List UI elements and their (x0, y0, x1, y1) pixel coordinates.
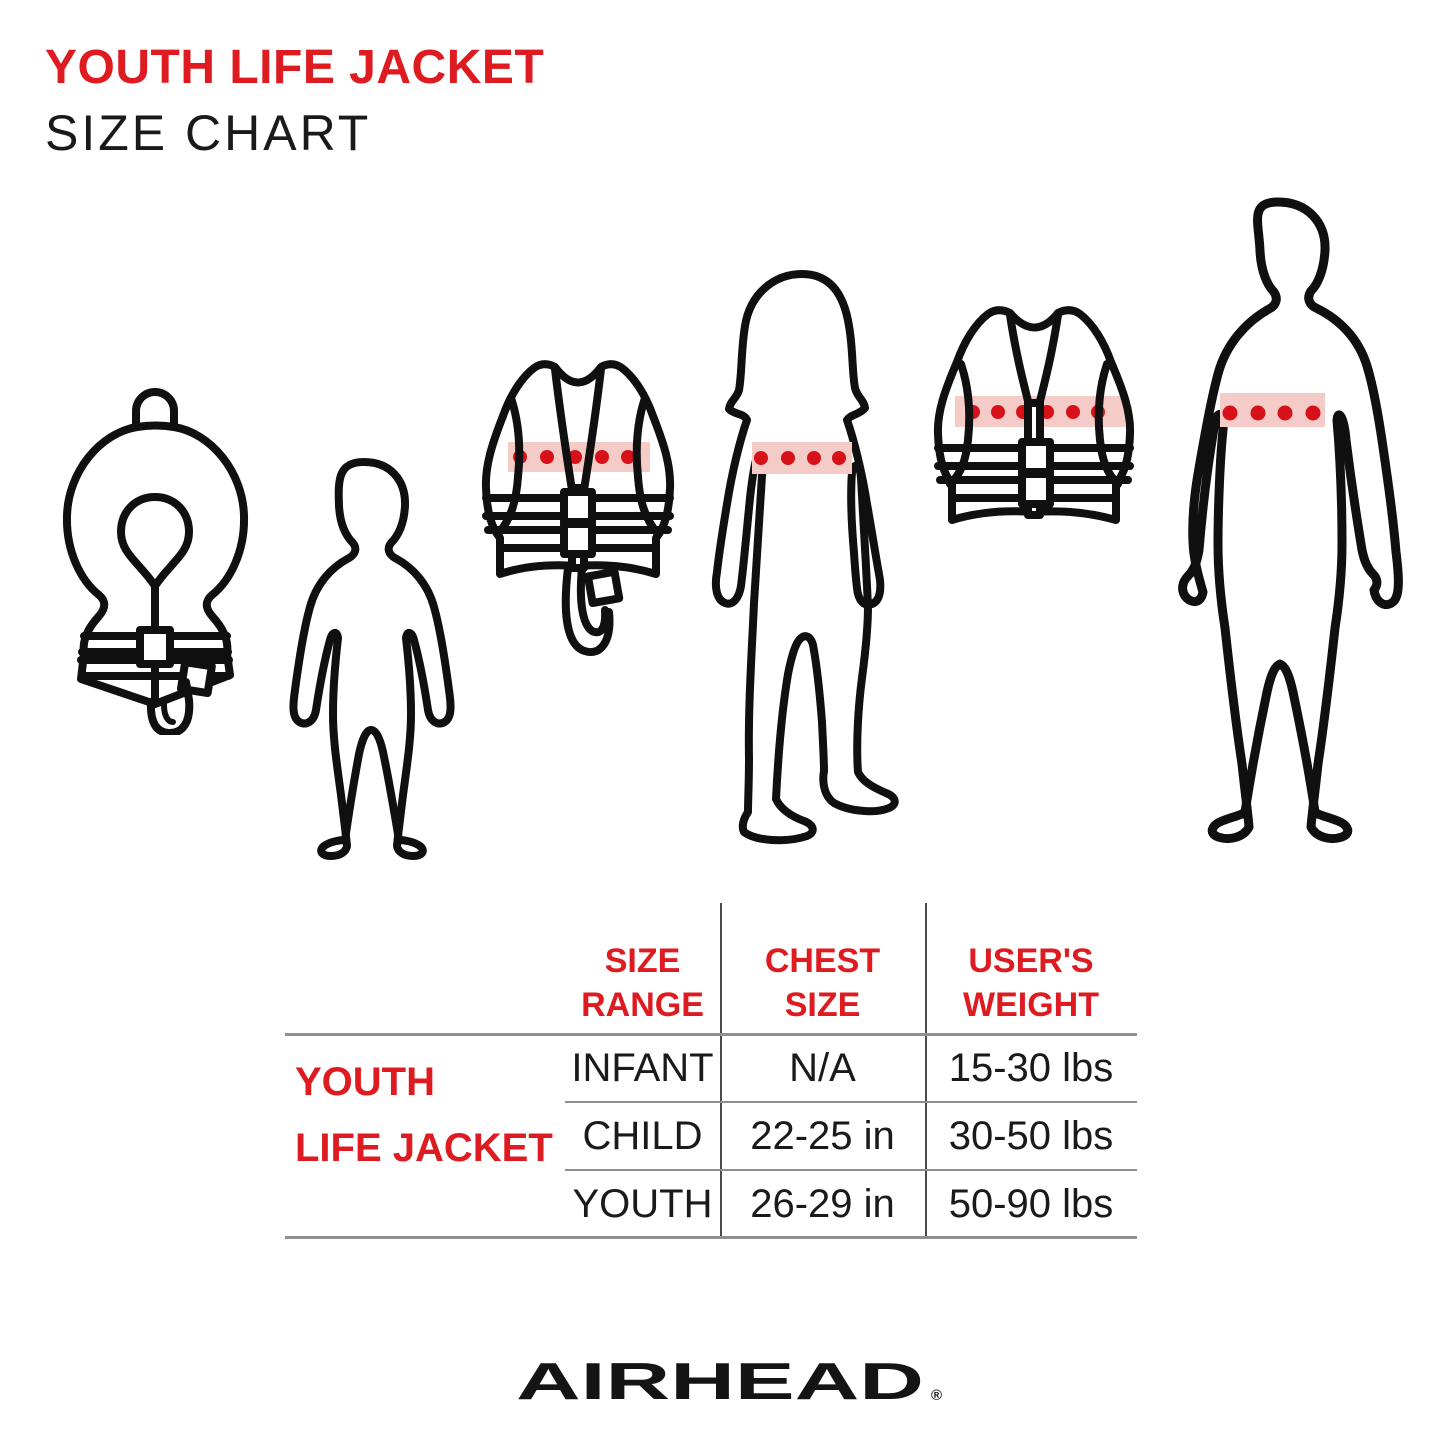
cell-youth-size: YOUTH (572, 1182, 713, 1226)
table-row-rule-2 (565, 1169, 1137, 1171)
girl-body-outline (711, 270, 899, 845)
lower-buckle (1018, 470, 1054, 508)
crotch-strap (561, 564, 614, 656)
boy-body-outline (1178, 197, 1403, 844)
page-title: YOUTH LIFE JACKET (45, 41, 545, 94)
grab-handle (132, 388, 178, 430)
row-group-label: YOUTH LIFE JACKET (295, 1060, 553, 1170)
child-vest-outline (481, 360, 675, 656)
crotch-strap (146, 678, 194, 735)
waist-buckle (136, 626, 174, 668)
cell-youth-weight: 50-90 lbs (948, 1182, 1114, 1226)
lower-buckle (560, 520, 596, 558)
v-neck (1006, 311, 1062, 409)
cell-youth-chest: 26-29 in (750, 1182, 895, 1226)
chest-measure-dots (754, 451, 846, 465)
cell-infant-size: INFANT (571, 1046, 714, 1090)
boy-silhouette-figure (1178, 197, 1403, 844)
table-row-rule-1 (565, 1101, 1137, 1103)
cell-child-size: CHILD (582, 1114, 703, 1158)
upper-buckle (560, 488, 596, 526)
child-life-jacket-figure (481, 360, 675, 656)
cell-infant-weight: 15-30 lbs (948, 1046, 1114, 1090)
youth-vest-outline (933, 306, 1135, 524)
right-armhole (1094, 360, 1122, 488)
registered-trademark-symbol: ® (930, 1387, 942, 1404)
cell-child-chest: 22-25 in (750, 1114, 895, 1158)
column-header-chest-size: CHEST SIZE (764, 942, 881, 1024)
table-vertical-divider-1 (720, 903, 722, 1238)
cell-infant-chest: N/A (789, 1046, 856, 1090)
toddler-body-outline (289, 458, 455, 860)
girl-silhouette-figure (711, 270, 899, 845)
table-bottom-rule (285, 1236, 1137, 1239)
table-header-rule (285, 1033, 1137, 1036)
youth-life-jacket-figure (933, 306, 1135, 524)
infant-life-jacket-figure (62, 388, 249, 735)
v-neck (551, 365, 605, 494)
column-header-users-weight: USER'S WEIGHT (963, 942, 1099, 1024)
chest-measure-dots (1222, 405, 1321, 421)
size-table: SIZE RANGE CHEST SIZE USER'S WEIGHT YOUT… (285, 903, 1137, 1248)
brand-logo: AIRHEAD ® (516, 1353, 942, 1411)
crotch-buckle (583, 567, 624, 608)
upper-buckle (1018, 438, 1054, 476)
svg-text:AIRHEAD: AIRHEAD (516, 1356, 924, 1406)
airhead-wordmark: AIRHEAD (516, 1353, 924, 1411)
toddler-silhouette-figure (289, 458, 455, 860)
table-vertical-divider-2 (925, 903, 927, 1238)
page-subtitle: SIZE CHART (45, 105, 372, 161)
neck-opening (117, 493, 193, 590)
column-header-size-range: SIZE RANGE (581, 942, 704, 1024)
infant-life-jacket-outline (62, 388, 249, 735)
cell-child-weight: 30-50 lbs (948, 1114, 1114, 1158)
left-armhole (946, 360, 974, 488)
